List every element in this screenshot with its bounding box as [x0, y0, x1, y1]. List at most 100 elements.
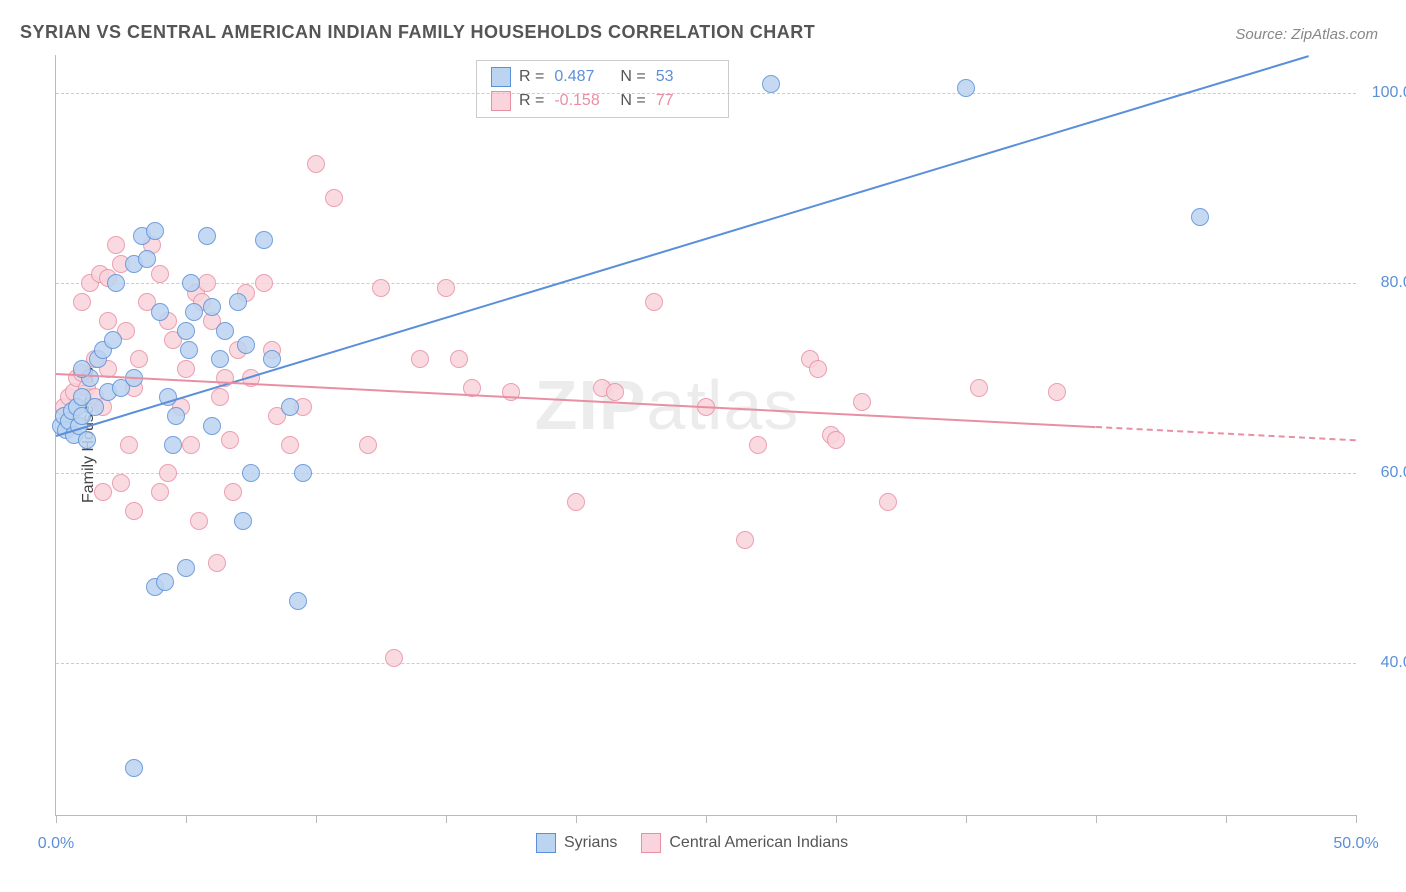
y-tick-label: 40.0%	[1366, 654, 1406, 672]
scatter-plot: Family Households ZIPatlas R = 0.487 N =…	[55, 55, 1356, 816]
x-tick	[576, 815, 577, 823]
y-tick-label: 80.0%	[1366, 274, 1406, 292]
data-point	[307, 155, 325, 173]
data-point	[151, 483, 169, 501]
data-point	[411, 350, 429, 368]
data-point	[325, 189, 343, 207]
data-point	[203, 417, 221, 435]
data-point	[86, 398, 104, 416]
data-point	[94, 483, 112, 501]
data-point	[827, 431, 845, 449]
data-point	[211, 388, 229, 406]
correlation-row-syrians: R = 0.487 N = 53	[491, 65, 714, 89]
data-point	[208, 554, 226, 572]
data-point	[107, 274, 125, 292]
data-point	[957, 79, 975, 97]
swatch-cai	[491, 91, 511, 111]
data-point	[177, 322, 195, 340]
data-point	[645, 293, 663, 311]
swatch-syrians	[491, 67, 511, 87]
data-point	[970, 379, 988, 397]
x-tick	[1226, 815, 1227, 823]
data-point	[130, 350, 148, 368]
x-tick	[1096, 815, 1097, 823]
data-point	[437, 279, 455, 297]
data-point	[450, 350, 468, 368]
data-point	[372, 279, 390, 297]
data-point	[120, 436, 138, 454]
x-tick	[836, 815, 837, 823]
data-point	[138, 250, 156, 268]
data-point	[156, 573, 174, 591]
data-point	[359, 436, 377, 454]
data-point	[151, 303, 169, 321]
data-point	[606, 383, 624, 401]
data-point	[385, 649, 403, 667]
data-point	[224, 483, 242, 501]
data-point	[234, 512, 252, 530]
swatch-syrians-icon	[536, 833, 556, 853]
data-point	[198, 227, 216, 245]
data-point	[762, 75, 780, 93]
data-point	[180, 341, 198, 359]
data-point	[255, 231, 273, 249]
trend-line	[1096, 426, 1356, 443]
data-point	[211, 350, 229, 368]
data-point	[146, 222, 164, 240]
data-point	[125, 759, 143, 777]
data-point	[1191, 208, 1209, 226]
x-tick	[1356, 815, 1357, 823]
data-point	[749, 436, 767, 454]
data-point	[125, 502, 143, 520]
x-tick	[186, 815, 187, 823]
data-point	[567, 493, 585, 511]
correlation-legend: R = 0.487 N = 53 R = -0.158 N = 77	[476, 60, 729, 118]
data-point	[203, 298, 221, 316]
gridline	[56, 93, 1356, 94]
data-point	[112, 474, 130, 492]
data-point	[255, 274, 273, 292]
data-point	[809, 360, 827, 378]
data-point	[289, 592, 307, 610]
gridline	[56, 663, 1356, 664]
x-tick	[316, 815, 317, 823]
data-point	[216, 322, 234, 340]
data-point	[237, 336, 255, 354]
data-point	[281, 436, 299, 454]
data-point	[229, 293, 247, 311]
data-point	[1048, 383, 1066, 401]
data-point	[263, 350, 281, 368]
data-point	[294, 464, 312, 482]
data-point	[198, 274, 216, 292]
y-tick-label: 60.0%	[1366, 464, 1406, 482]
data-point	[159, 464, 177, 482]
x-tick	[446, 815, 447, 823]
x-tick	[966, 815, 967, 823]
source-attribution: Source: ZipAtlas.com	[1235, 26, 1378, 43]
gridline	[56, 283, 1356, 284]
swatch-cai-icon	[641, 833, 661, 853]
data-point	[853, 393, 871, 411]
data-point	[99, 312, 117, 330]
data-point	[182, 436, 200, 454]
x-tick-label: 0.0%	[38, 835, 74, 853]
data-point	[242, 464, 260, 482]
data-point	[73, 293, 91, 311]
legend-item-syrians: Syrians	[536, 833, 617, 853]
legend-item-cai: Central American Indians	[641, 833, 848, 853]
data-point	[190, 512, 208, 530]
data-point	[177, 360, 195, 378]
data-point	[78, 431, 96, 449]
data-point	[167, 407, 185, 425]
x-tick-label: 50.0%	[1333, 835, 1378, 853]
data-point	[164, 436, 182, 454]
chart-title: SYRIAN VS CENTRAL AMERICAN INDIAN FAMILY…	[20, 22, 815, 43]
data-point	[107, 236, 125, 254]
x-tick	[706, 815, 707, 823]
data-point	[221, 431, 239, 449]
series-legend: Syrians Central American Indians	[536, 833, 848, 853]
data-point	[177, 559, 195, 577]
y-tick-label: 100.0%	[1366, 84, 1406, 102]
data-point	[182, 274, 200, 292]
x-tick	[56, 815, 57, 823]
